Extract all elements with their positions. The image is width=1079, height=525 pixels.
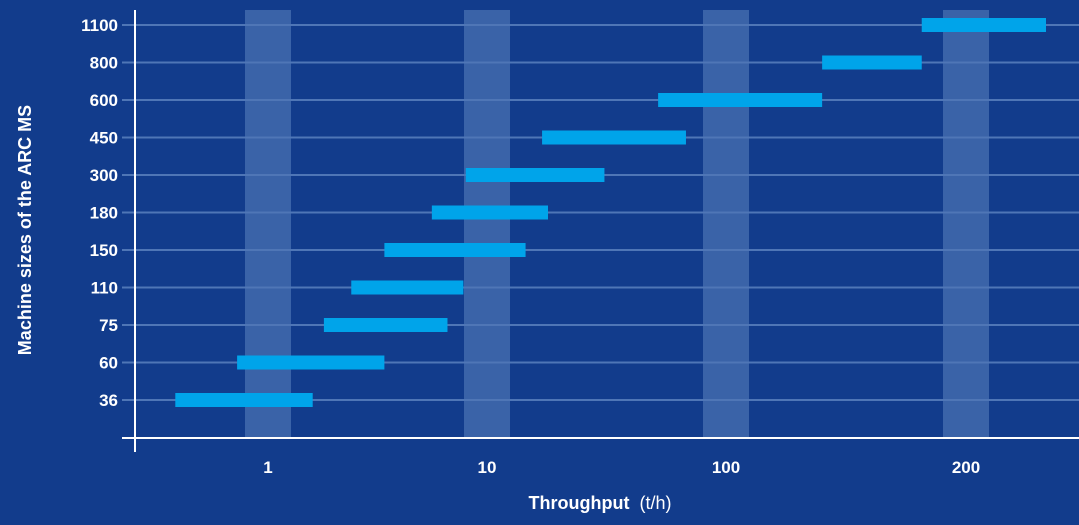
bar-800 bbox=[822, 55, 922, 70]
bar-180 bbox=[431, 205, 549, 220]
bar-300 bbox=[465, 168, 605, 182]
y-axis-title: Machine sizes of the ARC MS bbox=[15, 105, 35, 355]
x-axis-title: Throughput (t/h) bbox=[529, 493, 672, 513]
tick-band-1 bbox=[245, 10, 291, 438]
x-tick-labels: 1 10 100 200 bbox=[263, 458, 980, 477]
x-axis-title-unit: (t/h) bbox=[639, 493, 671, 513]
bar-75 bbox=[323, 318, 448, 332]
y-tick-label: 1100 bbox=[81, 16, 118, 35]
x-axis-title-main: Throughput bbox=[529, 493, 630, 513]
tick-bands bbox=[245, 10, 989, 438]
y-tick-label: 36 bbox=[99, 391, 118, 410]
tick-band-100 bbox=[703, 10, 749, 438]
bar-1100 bbox=[921, 18, 1046, 32]
y-tick-label: 300 bbox=[90, 166, 118, 185]
bar-60 bbox=[237, 355, 385, 370]
x-tick-label: 100 bbox=[712, 458, 740, 477]
bar-150 bbox=[384, 243, 526, 257]
y-tick-label: 60 bbox=[99, 354, 118, 373]
bar-600 bbox=[658, 93, 823, 107]
x-tick-label: 200 bbox=[952, 458, 980, 477]
x-tick-label: 1 bbox=[263, 458, 272, 477]
y-tick-label: 800 bbox=[90, 54, 118, 73]
y-tick-label: 450 bbox=[90, 129, 118, 148]
y-tick-labels: 36 60 75 110 150 180 300 450 600 800 1100 bbox=[81, 16, 118, 410]
bar-36 bbox=[175, 393, 313, 407]
y-tick-label: 110 bbox=[91, 279, 118, 298]
bar-110 bbox=[351, 280, 464, 295]
y-tick-label: 600 bbox=[90, 91, 118, 110]
y-tick-label: 180 bbox=[90, 204, 118, 223]
y-tick-label: 150 bbox=[90, 241, 118, 260]
bars bbox=[175, 18, 1046, 407]
x-tick-label: 10 bbox=[478, 458, 497, 477]
y-tick-label: 75 bbox=[99, 316, 118, 335]
tick-band-10 bbox=[464, 10, 510, 438]
tick-band-200 bbox=[943, 10, 989, 438]
bar-450 bbox=[542, 130, 686, 145]
